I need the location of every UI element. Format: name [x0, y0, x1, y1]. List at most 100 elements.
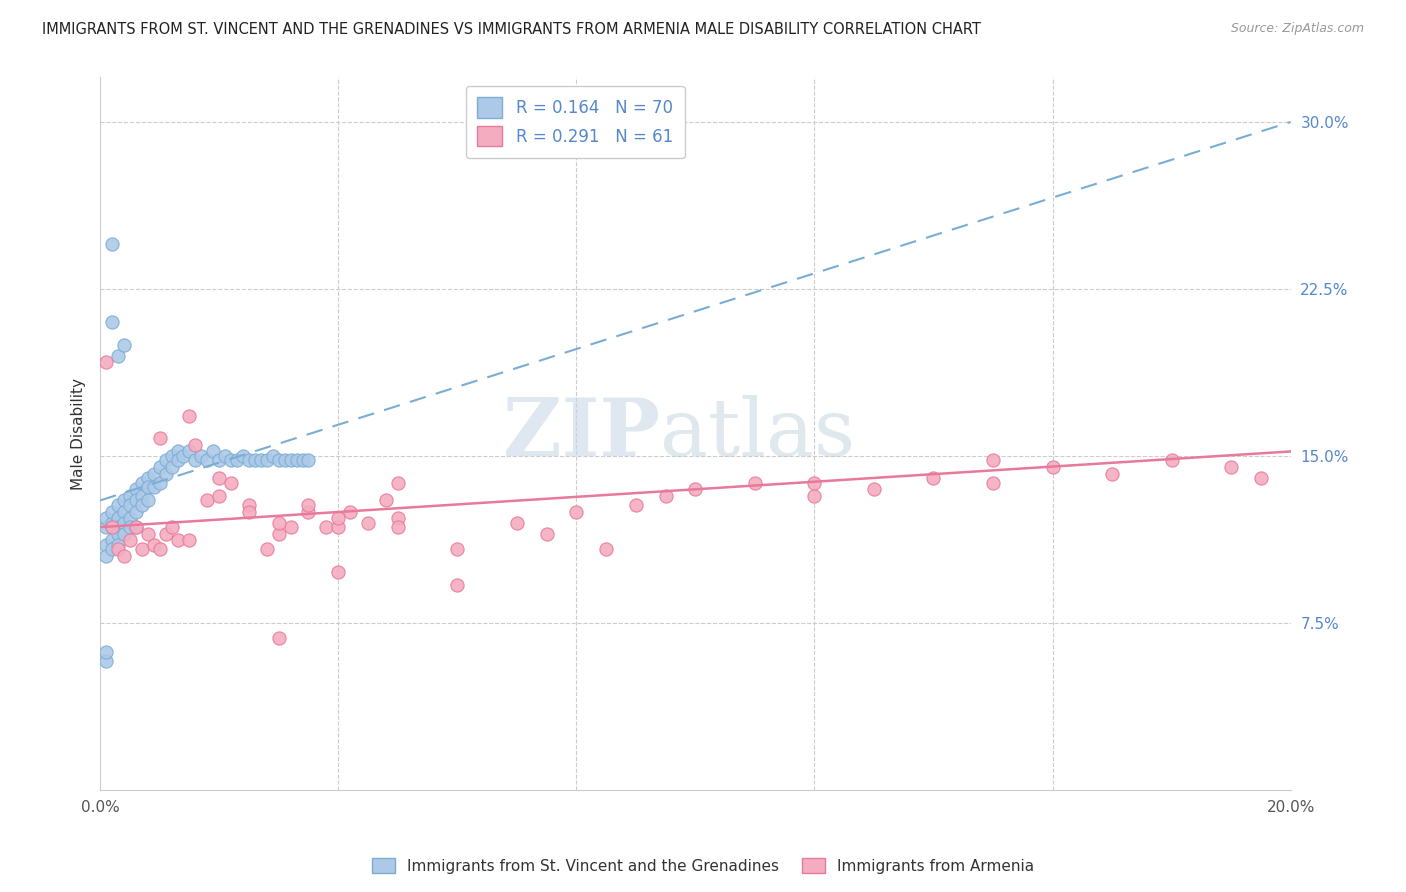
Point	[166, 533, 188, 548]
Point	[328, 520, 350, 534]
Point	[112, 504, 135, 518]
Point	[94, 538, 117, 552]
Point	[202, 444, 225, 458]
Point	[136, 480, 159, 494]
Point	[149, 542, 172, 557]
Point	[149, 460, 172, 475]
Point	[131, 489, 153, 503]
Point	[208, 471, 231, 485]
Point	[179, 444, 201, 458]
Point	[262, 449, 284, 463]
Point	[285, 453, 308, 467]
Point	[267, 632, 290, 646]
Point	[208, 453, 231, 467]
Point	[94, 511, 117, 525]
Point	[125, 504, 148, 518]
Point	[273, 453, 295, 467]
Point	[166, 444, 188, 458]
Point	[155, 467, 177, 481]
Point	[267, 516, 290, 530]
Point	[107, 542, 129, 557]
Point	[315, 520, 337, 534]
Point	[184, 438, 207, 452]
Point	[863, 483, 886, 497]
Point	[297, 453, 319, 467]
Point	[125, 483, 148, 497]
Text: IMMIGRANTS FROM ST. VINCENT AND THE GRENADINES VS IMMIGRANTS FROM ARMENIA MALE D: IMMIGRANTS FROM ST. VINCENT AND THE GREN…	[42, 22, 981, 37]
Point	[238, 453, 260, 467]
Point	[155, 453, 177, 467]
Point	[101, 504, 124, 518]
Point	[131, 475, 153, 490]
Point	[565, 504, 588, 518]
Point	[136, 471, 159, 485]
Point	[125, 493, 148, 508]
Point	[297, 498, 319, 512]
Point	[101, 542, 124, 557]
Point	[256, 453, 278, 467]
Point	[184, 453, 207, 467]
Point	[981, 475, 1004, 490]
Point	[339, 504, 361, 518]
Point	[803, 475, 825, 490]
Point	[155, 526, 177, 541]
Point	[149, 475, 172, 490]
Point	[922, 471, 945, 485]
Point	[118, 520, 141, 534]
Point	[981, 453, 1004, 467]
Point	[101, 533, 124, 548]
Point	[107, 349, 129, 363]
Point	[125, 520, 148, 534]
Point	[243, 453, 266, 467]
Point	[595, 542, 617, 557]
Point	[1220, 460, 1243, 475]
Point	[94, 355, 117, 369]
Point	[142, 467, 165, 481]
Point	[101, 237, 124, 252]
Point	[118, 489, 141, 503]
Point	[190, 449, 212, 463]
Point	[280, 520, 302, 534]
Point	[118, 498, 141, 512]
Point	[179, 409, 201, 423]
Point	[142, 480, 165, 494]
Point	[107, 538, 129, 552]
Point	[195, 493, 218, 508]
Point	[1042, 460, 1064, 475]
Point	[101, 520, 124, 534]
Point	[112, 516, 135, 530]
Point	[267, 526, 290, 541]
Point	[446, 542, 468, 557]
Y-axis label: Male Disability: Male Disability	[72, 377, 86, 490]
Point	[506, 516, 529, 530]
Point	[387, 475, 409, 490]
Point	[149, 431, 172, 445]
Point	[101, 516, 124, 530]
Point	[160, 460, 183, 475]
Legend: Immigrants from St. Vincent and the Grenadines, Immigrants from Armenia: Immigrants from St. Vincent and the Gren…	[366, 852, 1040, 880]
Text: ZIP: ZIP	[503, 394, 659, 473]
Point	[387, 520, 409, 534]
Point	[536, 526, 558, 541]
Point	[131, 542, 153, 557]
Point	[112, 337, 135, 351]
Point	[179, 533, 201, 548]
Point	[107, 526, 129, 541]
Point	[112, 549, 135, 563]
Point	[107, 511, 129, 525]
Point	[387, 511, 409, 525]
Point	[107, 498, 129, 512]
Point	[1101, 467, 1123, 481]
Point	[118, 533, 141, 548]
Point	[624, 498, 647, 512]
Point	[328, 511, 350, 525]
Point	[238, 498, 260, 512]
Point	[160, 520, 183, 534]
Point	[328, 565, 350, 579]
Point	[136, 493, 159, 508]
Point	[101, 520, 124, 534]
Point	[280, 453, 302, 467]
Point	[166, 453, 188, 467]
Point	[142, 538, 165, 552]
Point	[112, 526, 135, 541]
